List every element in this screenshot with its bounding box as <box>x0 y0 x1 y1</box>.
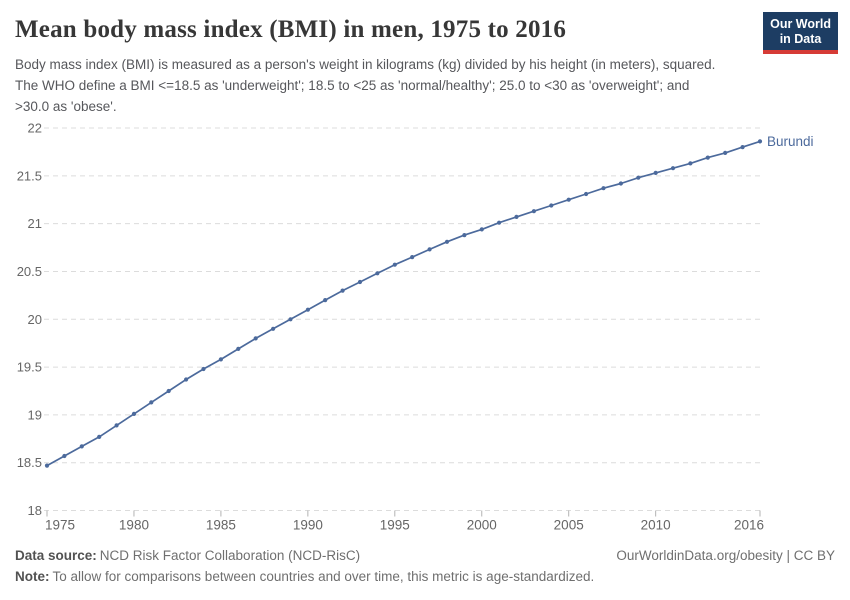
owid-logo-line1: Our World <box>770 17 831 31</box>
x-axis-label: 2005 <box>554 518 584 533</box>
data-point <box>740 145 745 150</box>
data-point <box>688 161 693 166</box>
data-point <box>705 155 710 160</box>
data-point <box>618 181 624 186</box>
line-series-burundi <box>46 140 761 467</box>
data-point <box>375 271 380 276</box>
y-axis-label: 21.5 <box>17 168 42 183</box>
data-point <box>636 175 641 180</box>
owid-logo: Our World in Data <box>763 12 838 54</box>
y-axis-label: 19.5 <box>17 360 42 375</box>
note-text: To allow for comparisons between countri… <box>52 569 595 584</box>
data-source-text: NCD Risk Factor Collaboration (NCD-RisC) <box>99 548 361 563</box>
data-point <box>236 346 241 351</box>
owid-logo-line2: in Data <box>779 32 822 46</box>
data-point <box>723 150 728 155</box>
data-point <box>653 170 658 175</box>
data-point <box>323 298 328 303</box>
data-source-label: Data source: <box>15 548 97 563</box>
data-point <box>410 255 415 260</box>
series-end-label: Burundi <box>767 134 814 149</box>
y-axis-label: 22 <box>28 121 42 136</box>
note-label: Note: <box>15 569 50 584</box>
data-point <box>131 411 137 416</box>
x-axis-label: 2000 <box>467 518 497 533</box>
data-point <box>218 357 223 362</box>
y-axis-label: 20 <box>28 312 42 327</box>
x-axis-label: 1990 <box>293 518 323 533</box>
data-point <box>62 453 67 459</box>
data-point <box>340 288 345 293</box>
data-point <box>584 191 589 197</box>
x-axis-label: 1975 <box>45 518 75 533</box>
y-axis-label: 21 <box>28 216 42 231</box>
data-point <box>549 203 554 208</box>
data-point <box>271 326 276 331</box>
y-axis-label: 19 <box>28 407 42 422</box>
data-point <box>114 423 119 428</box>
x-axis-label: 2010 <box>641 518 671 533</box>
data-point <box>497 220 502 225</box>
credit-link[interactable]: OurWorldinData.org/obesity | CC BY <box>616 548 835 563</box>
data-point <box>392 262 397 267</box>
y-axis-label: 18.5 <box>17 455 42 470</box>
data-point <box>149 400 154 405</box>
data-point <box>253 336 258 341</box>
note-line: Note: To allow for comparisons between co… <box>15 566 835 587</box>
data-point <box>757 139 763 144</box>
y-axis-label: 20.5 <box>17 264 42 279</box>
data-point <box>305 307 310 312</box>
data-point <box>427 247 432 252</box>
data-point <box>184 377 189 382</box>
data-point <box>166 388 171 394</box>
data-point <box>601 186 606 191</box>
data-point <box>79 444 84 449</box>
chart-subtitle: Body mass index (BMI) is measured as a p… <box>15 57 716 114</box>
chart-header: Mean body mass index (BMI) in men, 1975 … <box>15 12 838 117</box>
data-point <box>462 233 467 238</box>
data-source-line: Data source: NCD Risk Factor Collaboratio… <box>15 545 360 566</box>
x-axis-label: 1980 <box>119 518 149 533</box>
x-axis-label: 1985 <box>206 518 236 533</box>
data-point <box>531 209 537 214</box>
chart-footer: Data source: NCD Risk Factor Collaboratio… <box>15 545 835 587</box>
data-point <box>514 214 519 219</box>
y-axis-label: 18 <box>28 503 42 518</box>
x-axis-label: 1995 <box>380 518 410 533</box>
data-point <box>566 197 571 202</box>
data-point <box>670 166 676 171</box>
page-title: Mean body mass index (BMI) in men, 1975 … <box>15 16 567 43</box>
data-point <box>97 434 102 439</box>
x-axis-label: 2016 <box>734 518 764 533</box>
data-point <box>288 317 293 322</box>
data-point <box>357 279 363 285</box>
data-point <box>479 227 484 232</box>
data-point <box>444 239 450 244</box>
data-point <box>44 463 50 468</box>
data-point <box>201 366 206 372</box>
